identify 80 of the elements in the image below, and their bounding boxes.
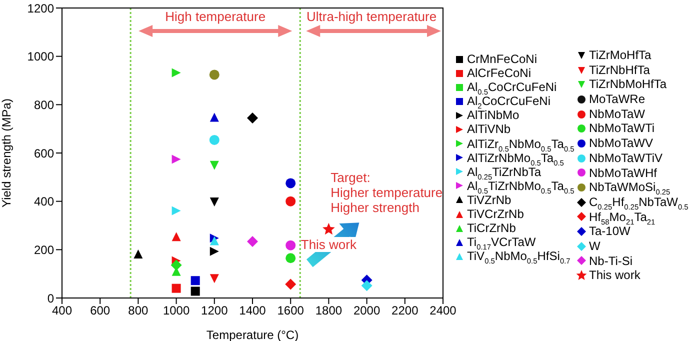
point (170, 260, 182, 271)
x-tick-label: 1600 (277, 304, 304, 318)
y-tick-label: 1000 (27, 50, 54, 64)
point (286, 240, 296, 250)
y-tick-label: 600 (34, 146, 54, 160)
y-axis-title: Yield strength (MPa) (0, 98, 14, 208)
y-tick-label: 0 (47, 291, 54, 306)
legend-label: Ta-10W (589, 224, 630, 239)
legend-label: AlTiZrNbMo$_{0.5}$Ta$_{0.5}$ (467, 150, 564, 168)
point (361, 280, 372, 292)
legend-label: TiZrMoHfTa (589, 48, 652, 63)
x-tick-label: 1200 (201, 304, 228, 318)
legend-label: Ti$_{0.17}$VCrTaW (467, 235, 536, 252)
legend-label: TiVCrZrNb (467, 207, 524, 222)
x-tick-label: 1800 (315, 304, 342, 318)
x-tick-label: 1400 (239, 304, 266, 318)
point (172, 206, 181, 216)
annotation: High temperature (164, 9, 267, 24)
legend-label: MoTaWRe (589, 92, 646, 107)
legend-label: Al$_{2}$CoCrCuFeNi (467, 94, 550, 111)
point (322, 222, 335, 235)
legend-label: TiVZrNb (467, 192, 512, 208)
x-tick-label: 2200 (392, 304, 419, 318)
legend-label: W (589, 238, 600, 254)
legend-label: NbMoTaWTi (589, 121, 655, 136)
point (247, 236, 258, 247)
point (209, 70, 220, 80)
point (247, 112, 258, 124)
annotation: Target: Higher temperature Higher strength (330, 170, 443, 216)
point (210, 274, 219, 284)
annotation: Ultra-high temperature (306, 9, 438, 24)
y-tick-label: 1200 (27, 1, 54, 16)
point (209, 134, 220, 145)
point (286, 253, 296, 264)
legend-label: TiCrZrNb (467, 221, 516, 236)
point (134, 250, 143, 259)
x-tick-label: 400 (52, 304, 72, 318)
legend-label: Nb-Ti-Si (589, 254, 633, 268)
legend-label: C$_{0.25}$Hf$_{0.25}$NbTaW$_{0.5}$ (589, 194, 688, 212)
point (285, 278, 296, 290)
x-tick-label: 600 (90, 304, 110, 318)
point (210, 160, 219, 170)
legend-label: Hf$_{58}$Mo$_{21}$Ta$_{21}$ (589, 210, 656, 226)
y-tick-label: 200 (34, 242, 54, 257)
annotation: This work (300, 237, 356, 252)
legend-label: NbMoTaWHf (589, 166, 658, 180)
x-tick-label: 1000 (162, 304, 190, 318)
legend-label: TiV$_{0.5}$NbMo$_{0.5}$HfSi$_{0.7}$ (467, 249, 570, 266)
point (172, 284, 181, 293)
legend-label: AlTiNbMo (467, 108, 520, 122)
legend-label: TiZrNbMoHfTa (589, 77, 667, 92)
legend-label: NbMoTaW (589, 106, 646, 122)
legend-label: NbMoTaWTiV (589, 150, 663, 166)
x-tick-label: 2400 (430, 304, 457, 318)
legend-label: This work (589, 268, 640, 284)
point (286, 196, 296, 206)
legend-label: Al$_{0.25}$TiZrNbTa (467, 164, 542, 182)
legend-label: AlTiVNb (467, 122, 511, 137)
legend-label: NbMoTaWV (589, 136, 654, 151)
x-tick-label: 800 (128, 304, 149, 318)
point (210, 112, 219, 122)
point (286, 178, 296, 188)
point (210, 246, 219, 256)
point (210, 236, 219, 246)
point (172, 232, 181, 242)
y-tick-label: 400 (34, 194, 54, 209)
legend-label: Al$_{0.5}$CoCrCuFeNi (467, 80, 557, 97)
legend-label: AlCrFeCoNi (467, 66, 532, 80)
legend-label: CrMnFeCoNi (467, 52, 538, 66)
legend-label: TiZrNbHfTa (589, 62, 650, 78)
point (190, 286, 200, 296)
point (190, 276, 200, 286)
point (210, 198, 219, 207)
x-tick-label: 2000 (353, 304, 380, 318)
legend-label: AlTiZr$_{0.5}$NbMo$_{0.5}$Ta$_{0.5}$ (467, 136, 574, 153)
y-tick-label: 800 (34, 98, 54, 112)
point (172, 68, 181, 78)
point (172, 154, 181, 164)
legend-label: NbTaWMoSi$_{0.25}$ (589, 180, 670, 197)
legend-label: Al$_{0.5}$TiZrNbMo$_{0.5}$Ta$_{0.5}$ (467, 178, 574, 196)
